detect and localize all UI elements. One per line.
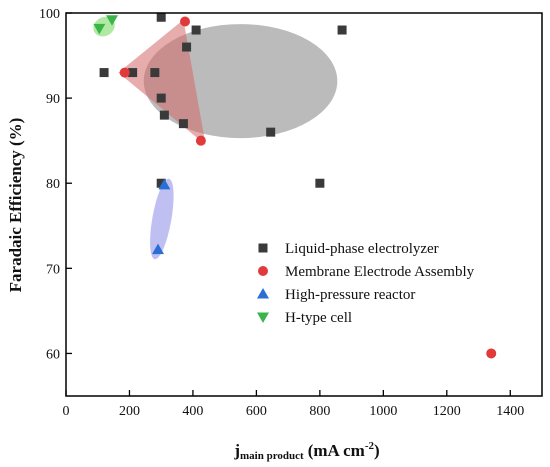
point-series0-4 [99, 68, 109, 78]
y-tick-label-0: 60 [46, 347, 60, 362]
point-series0-3 [337, 25, 347, 35]
legend-marker-3 [257, 312, 269, 323]
y-tick-label-1: 70 [46, 262, 60, 277]
data-points [93, 12, 497, 359]
x-axis-title-exponent: -2 [365, 440, 375, 452]
point-series0-10 [266, 127, 276, 137]
shaded-regions [93, 16, 338, 260]
y-tick-label-2: 80 [46, 177, 60, 192]
point-series0-0 [156, 12, 166, 22]
legend-marker-2 [257, 288, 269, 299]
point-series0-9 [178, 119, 188, 129]
x-tick-label-5: 1000 [369, 404, 397, 419]
point-series0-5 [128, 68, 138, 78]
point-series0-12 [315, 178, 325, 188]
y-tick-label-3: 90 [46, 92, 60, 107]
point-series0-2 [182, 42, 192, 52]
point-series0-8 [159, 110, 169, 120]
x-tick-label-3: 600 [246, 404, 267, 419]
y-axis-title: Faradaic Efficiency (%) [6, 118, 25, 293]
x-tick-label-1: 200 [119, 404, 140, 419]
point-series1-1 [119, 67, 130, 78]
point-series0-6 [150, 68, 160, 78]
axis-ticks: 0 200 400 600 800 1000 1200 1400 60 70 80 90 100 [39, 7, 524, 419]
x-tick-label-0: 0 [63, 404, 70, 419]
legend-marker-1 [258, 266, 268, 276]
legend-label-2: High-pressure reactor [285, 287, 415, 303]
x-tick-label-2: 400 [182, 404, 203, 419]
point-series3-0 [93, 23, 106, 35]
point-series1-3 [486, 348, 497, 359]
legend-label-1: Membrane Electrode Assembly [285, 264, 475, 280]
legend-marker-0 [258, 243, 268, 253]
x-axis-title-close: ) [374, 441, 380, 460]
point-series3-1 [106, 15, 119, 26]
x-axis-title-subscript: main product [240, 450, 304, 462]
x-axis-title-main: j [233, 441, 240, 460]
x-tick-label-7: 1400 [496, 404, 524, 419]
y-tick-label-4: 100 [39, 7, 60, 22]
point-series2-0 [158, 178, 171, 190]
shaded-region-2 [150, 178, 174, 260]
x-axis-title-unit: (mA cm [308, 441, 365, 460]
point-series1-2 [195, 135, 206, 146]
x-axis-title: jmain product (mA cm-2) [233, 440, 379, 462]
legend: Liquid-phase electrolyzer Membrane Electr… [257, 241, 475, 326]
legend-label-0: Liquid-phase electrolyzer [285, 241, 439, 257]
plot-frame [65, 12, 543, 397]
x-tick-label-4: 800 [309, 404, 330, 419]
point-series1-0 [180, 16, 190, 27]
point-series0-7 [156, 93, 166, 103]
x-tick-label-6: 1200 [433, 404, 461, 419]
legend-label-3: H-type cell [285, 310, 352, 326]
point-series0-11 [156, 178, 166, 188]
point-series2-1 [152, 243, 165, 255]
point-series0-1 [191, 25, 201, 35]
